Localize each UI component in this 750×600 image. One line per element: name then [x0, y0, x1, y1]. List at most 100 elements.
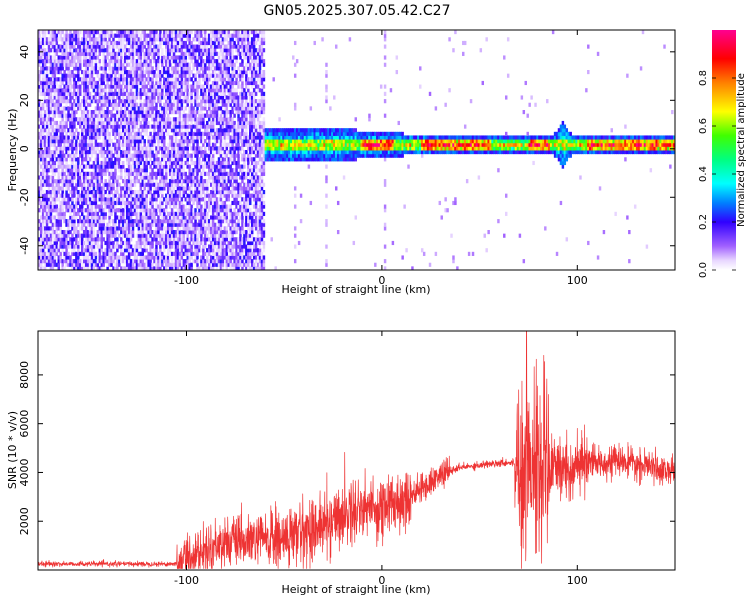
spectrogram-cell [69, 168, 72, 173]
spectrogram-cell [202, 226, 205, 231]
spectrogram-cell [51, 55, 55, 60]
spectrogram-cell [145, 120, 148, 126]
spectrogram-cell [192, 80, 195, 86]
spectrogram-cell [49, 157, 53, 162]
spectrogram-cell [53, 222, 57, 227]
spectrogram-cell [141, 219, 145, 224]
spectrogram-cell [153, 48, 156, 53]
spectrogram-cell [114, 215, 117, 220]
spectrogram-cell [196, 150, 199, 155]
spectrogram-cell [112, 200, 115, 206]
spectrogram-cell [188, 66, 191, 71]
spectrogram-cell [165, 84, 168, 89]
spectrogram-cell [209, 62, 213, 67]
spectrogram-cell [75, 48, 78, 53]
spectrogram-cell [157, 259, 160, 264]
spectrogram-cell [57, 222, 60, 227]
spectrogram-cell [47, 179, 51, 184]
spectrogram-cell [73, 33, 76, 38]
spectrogram-cell [149, 164, 152, 169]
spectrogram-cell [161, 171, 164, 176]
spectrogram-cell [57, 190, 60, 195]
spectrogram-cell [47, 259, 51, 264]
spectrogram-cell [86, 30, 90, 35]
spectrogram-cell [122, 73, 125, 78]
spectrogram-cell [67, 139, 70, 144]
spectrogram-cell [204, 237, 207, 242]
spectrogram-cell [161, 128, 164, 133]
spectrogram-cell [157, 204, 160, 209]
spectrogram-cell [131, 219, 135, 224]
spectrogram-cell [133, 244, 137, 249]
spectrogram-cell [198, 190, 201, 195]
spectrogram-cell [182, 117, 186, 122]
spectrogram-cell [211, 150, 215, 155]
spectrogram-cell [176, 160, 180, 166]
spectrogram-cell [104, 179, 107, 184]
spectrogram-cell [219, 230, 223, 235]
spectrogram-cell [186, 259, 189, 264]
spectrogram-cell [157, 208, 160, 213]
spectrogram-cell [71, 197, 74, 202]
spectrogram-cell [67, 200, 70, 206]
spectrogram-cell [38, 48, 41, 53]
spectrogram-cell [69, 182, 72, 187]
spectrogram-cell [219, 240, 223, 246]
spectrogram-cell [61, 186, 64, 191]
spectrogram-cell [39, 106, 43, 111]
spectrogram-cell [145, 259, 148, 264]
spectrogram-cell [65, 59, 68, 64]
spectrogram-cell [180, 219, 184, 224]
spectrogram-cell [90, 146, 94, 151]
spectrogram-cell [168, 248, 172, 253]
spectrogram-cell [116, 255, 119, 260]
spectrogram-cell [202, 215, 205, 220]
spectrogram-cell [204, 160, 207, 166]
spectrogram-cell [63, 153, 66, 158]
spectrogram-cell [182, 215, 186, 220]
spectrogram-cell [57, 77, 60, 82]
spectrogram-cell [47, 135, 51, 140]
spectrogram-cell [213, 179, 217, 184]
spectrogram-cell [43, 84, 47, 89]
spectrogram-cell [96, 106, 100, 111]
spectrogram-cell [194, 211, 197, 216]
spectrogram-cell [116, 240, 119, 246]
spectrogram-cell [43, 51, 47, 56]
spectrogram-cell [92, 113, 96, 118]
spectrogram-cell [139, 110, 143, 115]
spectrogram-cell [116, 226, 119, 231]
spectrogram-cell [186, 80, 189, 86]
spectrogram-cell [184, 208, 187, 213]
spectrogram-cell [82, 142, 86, 147]
spectrogram-cell [92, 230, 96, 235]
spectrogram-cell [145, 233, 148, 238]
spectrogram-cell [86, 248, 90, 253]
spectrogram-cell [114, 128, 117, 133]
spectrogram-cell [61, 131, 64, 136]
spectrogram-cell [59, 33, 62, 38]
spectrogram-cell [92, 226, 96, 231]
spectrogram-cell [80, 70, 84, 75]
spectrogram-cell [69, 30, 72, 35]
spectrogram-cell [147, 80, 150, 86]
spectrogram-cell [133, 131, 137, 136]
spectrogram-cell [65, 106, 68, 111]
spectrogram-cell [202, 84, 205, 89]
spectrogram-cell [143, 124, 146, 129]
spectrogram-cell [200, 215, 203, 220]
spectrogram-cell [172, 168, 176, 173]
spectrogram-cell [194, 175, 197, 180]
spectrogram-cell [65, 222, 68, 227]
spectrogram-cell [165, 230, 168, 235]
spectrogram-cell [176, 106, 180, 111]
spectrogram-cell [155, 44, 158, 49]
spectrogram-cell [47, 197, 51, 202]
spectrogram-cell [194, 124, 197, 129]
spectrogram-cell [106, 84, 109, 89]
spectrogram-cell [104, 139, 107, 144]
spectrogram-cell [94, 91, 98, 96]
spectrogram-cell [73, 106, 76, 111]
spectrogram-cell [174, 117, 178, 122]
